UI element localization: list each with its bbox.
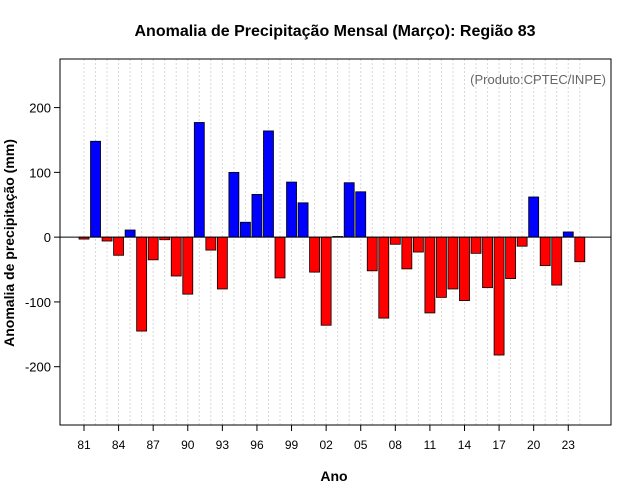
x-tick-label: 87 [147,438,161,452]
bar-1998 [274,236,286,279]
x-tick-label: 11 [424,438,437,452]
bar-2016 [482,236,493,289]
plot-frame [59,58,612,426]
bar-1984 [113,236,124,256]
bar-2006 [366,236,378,272]
y-tick-label: -100 [25,295,51,310]
bar-2013 [447,236,459,290]
credit-annotation: (Produto:CPTEC/INPE) [470,72,606,87]
bar-2024 [574,236,586,263]
bar-1991 [193,122,205,238]
bar-2012 [436,236,447,298]
grid [83,59,581,425]
bar-1986 [136,236,148,332]
bars [78,122,586,356]
x-tick-label: 05 [354,438,368,452]
bar-1982 [90,140,101,238]
x-tick-label: 14 [458,438,472,452]
bar-2018 [505,236,517,279]
bar-2021 [539,236,551,267]
bar-2019 [516,236,528,247]
x-tick-label: 81 [77,438,91,452]
bar-1985 [124,229,136,238]
bar-2023 [562,231,574,238]
x-tick-label: 08 [389,438,403,452]
bar-1992 [205,236,217,251]
x-tick-label: 99 [285,438,299,452]
bar-2008 [389,236,401,245]
bar-1999 [286,181,297,238]
x-tick-label: 17 [492,438,506,452]
bar-1995 [240,221,251,238]
bar-2014 [459,236,470,302]
x-tick-label: 84 [112,438,126,452]
bar-2022 [551,236,563,286]
bar-2002 [320,236,332,326]
bar-2011 [424,236,436,314]
bar-1990 [182,236,194,295]
chart-title: Anomalia de Precipitação Mensal (Março):… [134,23,535,40]
y-tick-label: 0 [44,230,51,245]
bar-2004 [343,182,355,238]
bar-1997 [263,130,274,238]
bar-1994 [228,171,240,238]
bar-2017 [493,236,505,356]
x-tick-label: 02 [319,438,333,452]
x-tick-label: 93 [216,438,230,452]
y-axis: -200 -100 0 100 200 [25,101,60,375]
bar-2020 [528,196,540,238]
x-tick-label: 23 [562,438,576,452]
x-tick-label: 90 [181,438,195,452]
x-tick-label: 96 [250,438,264,452]
x-axis: 81 84 87 90 93 96 99 02 05 08 11 14 17 20 23 [77,425,575,452]
bar-2007 [378,236,390,319]
bar-1987 [147,236,159,261]
bar-2005 [355,191,367,238]
bar-2009 [401,236,413,270]
y-tick-label: 200 [29,101,51,116]
bar-2015 [470,236,482,254]
y-axis-label: Anomalia de precipitação (mm) [1,139,17,347]
bar-1996 [251,193,263,238]
x-axis-label: Ano [320,468,347,484]
bar-1983 [101,236,113,242]
x-tick-label: 20 [527,438,541,452]
bar-2000 [297,202,309,238]
bar-1989 [170,236,182,277]
bar-2010 [412,236,424,253]
bar-1993 [216,236,228,290]
y-tick-label: 100 [29,165,51,180]
y-tick-label: -200 [25,360,51,375]
bar-2001 [309,236,321,273]
